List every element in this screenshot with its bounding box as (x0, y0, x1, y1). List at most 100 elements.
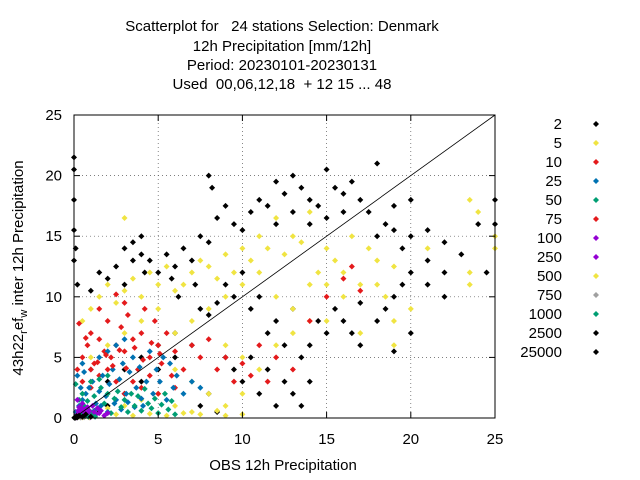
data-point (306, 378, 313, 385)
data-point (306, 196, 313, 203)
data-point (306, 208, 313, 215)
legend-label: 5 (554, 135, 562, 152)
data-point (129, 378, 136, 385)
data-point (129, 336, 136, 343)
data-point (407, 269, 414, 276)
y-axis-label-tail: inter 12h Precipitation (10, 160, 27, 305)
data-point (119, 360, 126, 367)
data-point (74, 396, 81, 403)
data-point (306, 318, 313, 325)
data-point (273, 178, 280, 185)
legend-marker (593, 159, 599, 165)
data-point (239, 378, 246, 385)
data-point (84, 342, 91, 349)
legend-marker (593, 216, 599, 222)
data-point (109, 362, 116, 369)
data-point (239, 245, 246, 252)
data-point (172, 348, 179, 355)
legend-marker (593, 349, 599, 355)
x-tick-label: 10 (234, 431, 251, 448)
legend-label: 250 (537, 249, 562, 266)
data-point (466, 196, 473, 203)
data-point (129, 257, 136, 264)
data-point (172, 354, 179, 361)
data-point (79, 354, 86, 361)
data-point (348, 330, 355, 337)
data-point (273, 221, 280, 228)
data-point (357, 287, 364, 294)
x-tick-label: 0 (70, 431, 78, 448)
axis-ticks: 0 5 10 15 20 25 0 5 10 15 20 25 (45, 107, 503, 448)
data-point (256, 342, 263, 349)
data-point (197, 257, 204, 264)
data-point (188, 257, 195, 264)
legend-label: 25 (545, 173, 562, 190)
data-point (148, 339, 155, 346)
data-point (121, 287, 128, 294)
data-point (155, 305, 162, 312)
legend-label: 10 (545, 154, 562, 171)
data-point (180, 366, 187, 373)
data-point (222, 354, 229, 361)
x-tick-label: 5 (154, 431, 162, 448)
data-point (298, 354, 305, 361)
data-point (306, 342, 313, 349)
data-point (96, 336, 103, 343)
data-point (281, 342, 288, 349)
data-point (129, 412, 136, 419)
data-point (441, 269, 448, 276)
data-point (466, 269, 473, 276)
data-point (357, 330, 364, 337)
data-point (205, 172, 212, 179)
data-point (94, 359, 101, 366)
data-point (163, 251, 170, 258)
data-point (140, 402, 147, 409)
data-point (390, 263, 397, 270)
data-point (163, 263, 170, 270)
data-point (222, 412, 229, 419)
data-point (390, 227, 397, 234)
data-point (390, 202, 397, 209)
data-point (129, 239, 136, 246)
data-point (79, 378, 86, 385)
data-point (148, 405, 155, 412)
data-point (281, 190, 288, 197)
data-point (289, 390, 296, 397)
data-point (172, 287, 179, 294)
data-point (166, 360, 173, 367)
data-point (264, 330, 271, 337)
data-point (273, 342, 280, 349)
data-point (214, 275, 221, 282)
data-point (256, 233, 263, 240)
data-point (332, 305, 339, 312)
data-point (323, 318, 330, 325)
data-point (96, 269, 103, 276)
data-point (158, 360, 165, 367)
data-point (121, 348, 128, 355)
legend-marker (593, 330, 599, 336)
data-points (71, 154, 498, 421)
data-point (96, 354, 103, 361)
data-point (113, 411, 120, 418)
legend-marker (593, 292, 599, 298)
data-point (192, 281, 199, 288)
data-point (74, 414, 81, 421)
data-point (340, 318, 347, 325)
data-point (108, 410, 115, 417)
data-point (74, 366, 81, 373)
legend-marker (593, 140, 599, 146)
data-point (104, 372, 111, 379)
y-tick-label: 0 (54, 410, 62, 427)
data-point (247, 257, 254, 264)
y-axis-label-mid: ef (10, 317, 27, 330)
data-point (298, 402, 305, 409)
legend-marker (593, 254, 599, 260)
data-point (138, 318, 145, 325)
data-point (256, 366, 263, 373)
data-point (247, 305, 254, 312)
data-point (146, 269, 153, 276)
data-point (121, 299, 128, 306)
data-point (150, 390, 157, 397)
data-point (289, 305, 296, 312)
data-point (172, 402, 179, 409)
